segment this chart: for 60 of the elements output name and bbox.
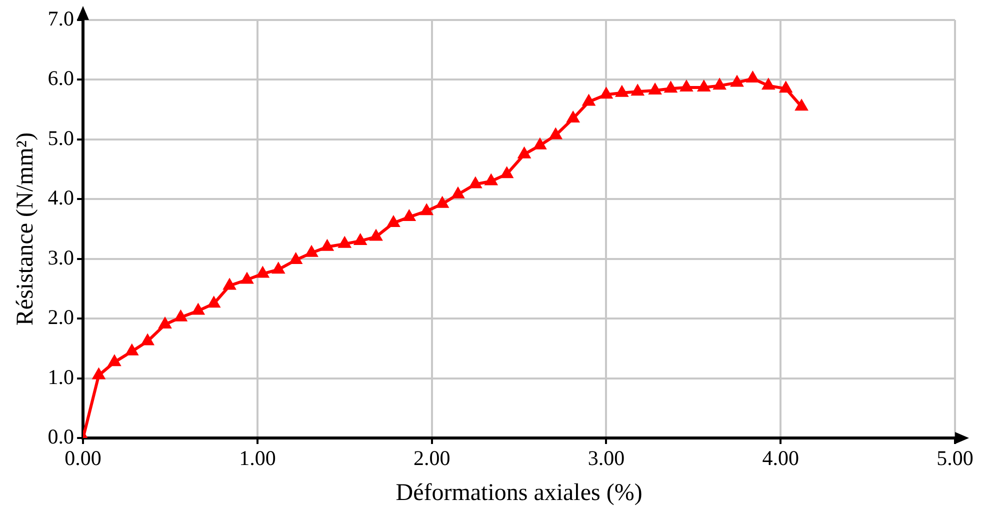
point: [615, 85, 628, 97]
point: [779, 81, 792, 93]
point: [697, 80, 710, 92]
point: [272, 262, 285, 274]
point: [631, 84, 644, 96]
point: [746, 71, 760, 83]
x-tick-label: 0.00: [64, 446, 102, 470]
x-tick-label: 3.00: [588, 446, 625, 470]
point: [582, 94, 596, 106]
point: [648, 82, 662, 94]
x-axis-title: Déformations axiales (%): [396, 480, 642, 506]
x-tick-label: 4.00: [762, 446, 799, 470]
x-tick-label: 1.00: [239, 446, 276, 470]
point: [207, 296, 220, 308]
y-tick-label: 1.0: [48, 364, 74, 389]
point: [713, 78, 726, 90]
point: [533, 138, 547, 150]
point: [240, 272, 254, 284]
y-axis-title: Résistance (N/mm²): [12, 132, 39, 326]
point: [92, 368, 106, 380]
y-tick-label: 3.0: [48, 245, 74, 270]
x-tick-label: 5.00: [936, 446, 974, 470]
point: [484, 174, 498, 186]
point: [320, 239, 334, 251]
point: [500, 166, 514, 178]
point: [468, 176, 482, 188]
point: [192, 303, 205, 315]
y-tick-label: 0.0: [48, 424, 74, 449]
point: [256, 266, 270, 278]
point: [141, 334, 154, 346]
point: [222, 278, 236, 290]
point: [600, 87, 613, 99]
y-tick-label: 6.0: [48, 66, 74, 90]
point: [762, 78, 775, 90]
point: [402, 210, 416, 222]
point: [108, 354, 122, 366]
point: [680, 80, 693, 92]
point: [386, 216, 400, 228]
point: [436, 196, 449, 208]
point: [730, 75, 744, 87]
point: [420, 204, 434, 216]
y-tick-label: 5.0: [48, 126, 74, 150]
point: [289, 252, 302, 264]
point: [125, 344, 138, 356]
point: [158, 317, 172, 329]
y-tick-label: 2.0: [48, 305, 74, 330]
point: [549, 128, 562, 140]
x-tick-label: 2.00: [413, 446, 450, 470]
point: [174, 310, 188, 322]
point: [566, 111, 580, 123]
point: [518, 146, 531, 158]
y-tick-label: 4.0: [48, 186, 74, 210]
point: [304, 245, 318, 257]
point: [354, 233, 367, 245]
point: [369, 229, 383, 241]
point: [664, 81, 678, 93]
point: [451, 186, 465, 198]
point: [338, 236, 352, 248]
y-tick-label: 7.0: [48, 6, 74, 31]
point: [794, 99, 808, 111]
